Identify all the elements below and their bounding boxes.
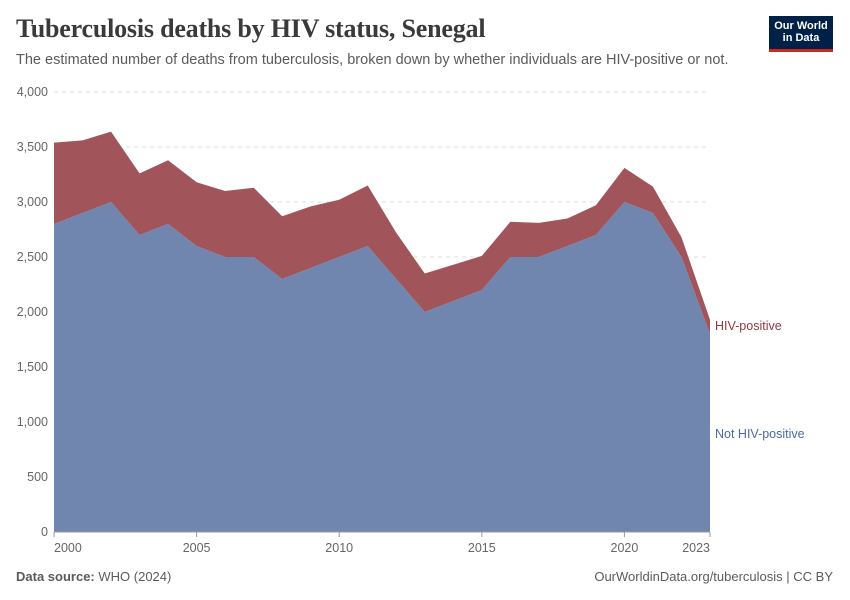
y-tick-label: 2,500 [17,250,48,264]
y-tick-label: 2,000 [17,305,48,319]
owid-logo[interactable]: Our World in Data [769,16,833,52]
y-tick-label: 3,000 [17,195,48,209]
not-hiv-positive-area [54,202,710,532]
logo-line-2: in Data [782,32,820,44]
x-tick-label: 2020 [611,541,639,555]
chart-title: Tuberculosis deaths by HIV status, Seneg… [16,14,486,43]
hiv-positive-area [54,131,710,334]
x-tick-label: 2005 [183,541,211,555]
y-tick-label: 1,000 [17,415,48,429]
logo-line-1: Our World [774,20,828,32]
chart-subtitle: The estimated number of deaths from tube… [16,52,729,68]
series-labels: Not HIV-positive HIV-positive [715,319,805,441]
x-tick-label: 2015 [468,541,496,555]
data-source-label: Data source: [16,569,95,584]
series-label: HIV-positive [715,319,782,333]
x-tick-label: 2000 [54,541,82,555]
x-tick-label: 2010 [325,541,353,555]
y-tick-label: 3,500 [17,140,48,154]
y-tick-label: 1,500 [17,360,48,374]
credit-link[interactable]: OurWorldinData.org/tuberculosis | CC BY [594,569,833,584]
axes: 0 500 1,000 1,500 2,000 2,500 3,000 3,500 4,000 2… [17,85,711,555]
series-label: Not HIV-positive [715,427,805,441]
data-source: Data source: WHO (2024) [16,569,171,584]
y-tick-label: 500 [27,470,48,484]
y-tick-label: 4,000 [17,85,48,99]
y-tick-label: 0 [41,525,48,539]
area-series [54,131,710,532]
x-tick-label: 2023 [682,541,710,555]
data-source-value[interactable]: WHO (2024) [98,569,172,584]
